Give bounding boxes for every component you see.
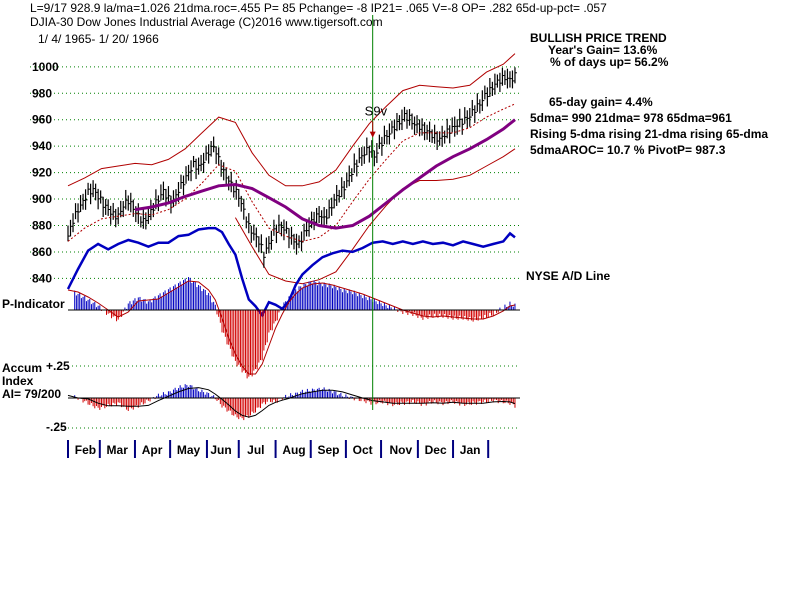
y-tick-940: 940 (32, 139, 52, 153)
month-label-mar: Mar (107, 443, 129, 457)
rising-status: Rising 5-dma rising 21-dma rising 65-dma (530, 127, 768, 141)
header-line-2: DJIA-30 Dow Jones Industrial Average (C)… (30, 15, 383, 29)
month-label-sep: Sep (317, 443, 339, 457)
y-tick-980: 980 (32, 86, 52, 100)
month-label-oct: Oct (353, 443, 373, 457)
accum-label: Accum (2, 361, 42, 375)
moving-averages (67, 103, 516, 242)
lower-band-line (234, 148, 516, 285)
y-axis-labels: 840 860 880 900 920 940 960 980 1000 (32, 60, 59, 286)
accum-plus-tick: +.25 (46, 359, 70, 373)
y-tick-960: 960 (32, 113, 52, 127)
accum-index-ma-line (67, 387, 516, 418)
month-label-nov: Nov (389, 443, 412, 457)
p-indicator-panel (67, 277, 520, 379)
price-bars (67, 67, 517, 268)
signal-label: S9v (365, 104, 388, 119)
accum-minus-tick: -.25 (46, 420, 67, 434)
y-tick-840: 840 (32, 271, 52, 285)
y-tick-860: 860 (32, 245, 52, 259)
ma65-line (134, 118, 516, 230)
header-line-3: 1/ 4/ 1965- 1/ 20/ 1966 (38, 32, 159, 46)
index-label: Index (2, 374, 34, 388)
grid (30, 66, 520, 429)
p-indicator-label: P-Indicator (2, 297, 65, 311)
month-label-jun: Jun (210, 443, 231, 457)
y-tick-880: 880 (32, 219, 52, 233)
month-label-may: May (177, 443, 201, 457)
y-tick-900: 900 (32, 192, 52, 206)
accum-index-panel (67, 384, 520, 421)
days-up: % of days up= 56.2% (550, 55, 669, 69)
month-label-feb: Feb (75, 443, 96, 457)
month-label-dec: Dec (425, 443, 447, 457)
trend-title: BULLISH PRICE TREND (530, 31, 667, 45)
month-label-jul: Jul (247, 443, 264, 457)
year-gain: Year's Gain= 13.6% (548, 43, 658, 57)
dma-values: 5dma= 990 21dma= 978 65dma=961 (530, 111, 732, 125)
p-indicator-ma-line (67, 280, 516, 375)
y-tick-920: 920 (32, 166, 52, 180)
signal-arrowhead (369, 131, 376, 138)
y-tick-1000: 1000 (32, 60, 59, 74)
band-lines (67, 53, 516, 285)
ai-value: AI= 79/200 (2, 387, 61, 401)
x-axis: Feb Mar Apr May Jun Jul Aug Sep Oct Nov Dec Jan (67, 440, 490, 458)
aroc-pivot: 5dmaAROC= 10.7 % PivotP= 987.3 (530, 143, 726, 157)
month-label-aug: Aug (282, 443, 305, 457)
month-label-apr: Apr (142, 443, 163, 457)
month-label-jan: Jan (460, 443, 481, 457)
ma21-line (67, 103, 516, 242)
adline-label: NYSE A/D Line (526, 269, 611, 283)
header-line-1: L=9/17 928.9 la/ma=1.026 21dma.roc=.455 … (30, 1, 607, 15)
upper-band-line (67, 53, 516, 187)
gain-65-day: 65-day gain= 4.4% (549, 95, 653, 109)
